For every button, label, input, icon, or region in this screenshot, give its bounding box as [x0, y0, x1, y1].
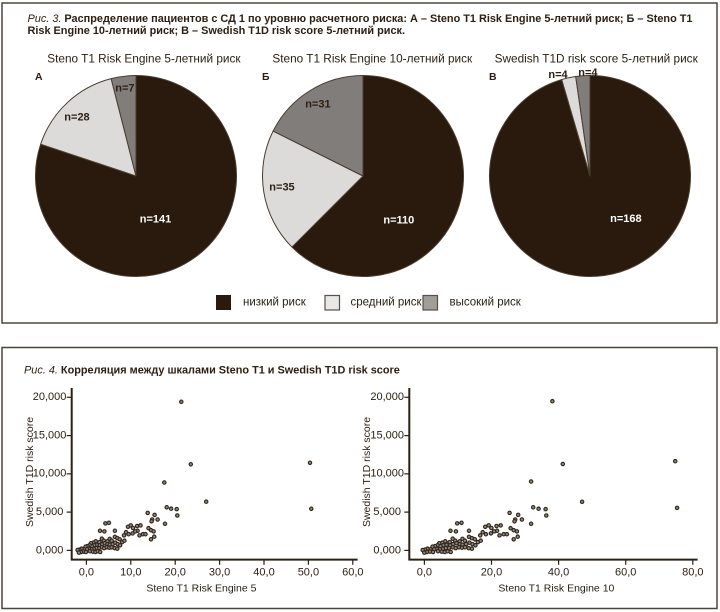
svg-text:20,0: 20,0: [481, 567, 502, 579]
svg-text:n=7: n=7: [115, 83, 134, 95]
svg-text:n=168: n=168: [610, 213, 642, 225]
svg-text:Steno T1 Risk Engine 5: Steno T1 Risk Engine 5: [146, 583, 256, 595]
svg-text:20,000: 20,000: [33, 391, 67, 403]
svg-text:0,0: 0,0: [79, 567, 94, 579]
svg-text:40,0: 40,0: [253, 567, 274, 579]
svg-text:0,000: 0,000: [36, 544, 64, 556]
svg-text:5,000: 5,000: [373, 506, 401, 518]
svg-text:10,0: 10,0: [120, 567, 141, 579]
svg-text:20,000: 20,000: [370, 391, 404, 403]
svg-text:60,0: 60,0: [342, 567, 363, 579]
svg-text:60,0: 60,0: [615, 567, 636, 579]
svg-text:30,0: 30,0: [209, 567, 230, 579]
svg-text:низкий риск: низкий риск: [243, 297, 307, 309]
svg-text:Рис. 3. Распределение пациенто: Рис. 3. Распределение пациентов с СД 1 п…: [28, 13, 693, 25]
svg-text:Steno T1 Risk Engine 10-летний: Steno T1 Risk Engine 10-летний риск: [272, 52, 473, 66]
svg-text:n=35: n=35: [269, 181, 294, 193]
svg-text:Swedish T1D risk score: Swedish T1D risk score: [361, 417, 373, 527]
svg-text:80,0: 80,0: [682, 567, 703, 579]
svg-text:n=110: n=110: [383, 215, 414, 227]
svg-text:А: А: [35, 71, 43, 83]
svg-text:Swedish T1D risk score 5-летни: Swedish T1D risk score 5-летний риск: [495, 52, 699, 66]
svg-text:15,000: 15,000: [370, 429, 404, 441]
svg-text:средний риск: средний риск: [351, 297, 423, 309]
svg-text:n=141: n=141: [140, 214, 172, 226]
svg-text:Рис. 4. Корреляция между шкала: Рис. 4. Корреляция между шкалами Steno T…: [24, 365, 400, 377]
svg-text:10,000: 10,000: [370, 468, 404, 480]
svg-text:0,0: 0,0: [417, 567, 432, 579]
svg-text:Steno T1 Risk Engine 10: Steno T1 Risk Engine 10: [498, 583, 614, 595]
svg-text:Steno T1 Risk Engine 5-летний: Steno T1 Risk Engine 5-летний риск: [47, 52, 241, 66]
svg-text:40,0: 40,0: [548, 567, 569, 579]
svg-text:Б: Б: [262, 71, 270, 83]
svg-text:5,000: 5,000: [36, 506, 64, 518]
svg-text:0,000: 0,000: [373, 544, 401, 556]
svg-text:20,0: 20,0: [164, 567, 185, 579]
svg-text:Swedish T1D risk score: Swedish T1D risk score: [24, 417, 36, 527]
svg-text:высокий риск: высокий риск: [450, 297, 522, 309]
svg-text:15,000: 15,000: [33, 429, 67, 441]
svg-text:50,0: 50,0: [298, 567, 319, 579]
svg-text:10,000: 10,000: [33, 468, 67, 480]
svg-text:n=4: n=4: [548, 69, 568, 81]
svg-text:В: В: [489, 71, 497, 83]
svg-text:n=31: n=31: [305, 99, 330, 111]
svg-text:n=28: n=28: [64, 112, 89, 124]
svg-text:Risk Engine 10-летний риск; В: Risk Engine 10-летний риск; В – Swedish …: [28, 25, 405, 37]
svg-text:n=4: n=4: [578, 67, 598, 79]
